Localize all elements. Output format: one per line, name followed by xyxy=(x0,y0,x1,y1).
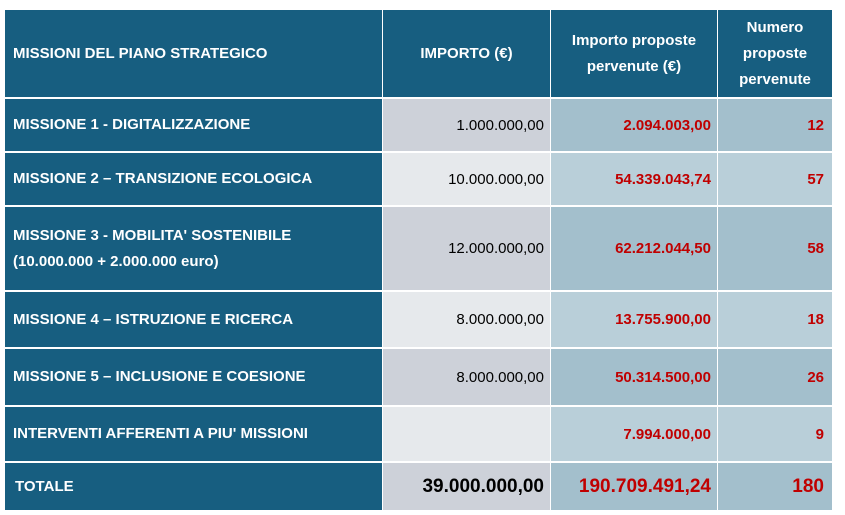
row-name-line1: MISSIONE 3 - MOBILITA' SOSTENIBILE xyxy=(13,226,292,244)
missions-table: MISSIONI DEL PIANO STRATEGICO IMPORTO (€… xyxy=(5,10,832,510)
header-missioni: MISSIONI DEL PIANO STRATEGICO xyxy=(5,10,382,97)
row-name-line2: (10.000.000 + 2.000.000 euro) xyxy=(13,252,219,270)
row-name: INTERVENTI AFFERENTI A PIU' MISSIONI xyxy=(5,407,382,461)
row-importo: 10.000.000,00 xyxy=(383,153,550,205)
row-importo-proposte: 13.755.900,00 xyxy=(551,292,717,347)
row-importo: 8.000.000,00 xyxy=(383,292,550,347)
header-importo: IMPORTO (€) xyxy=(383,10,550,97)
header-text: Importo proposte xyxy=(571,31,697,49)
row-numero: 26 xyxy=(718,349,832,405)
row-name: MISSIONE 3 - MOBILITA' SOSTENIBILE (10.00… xyxy=(5,207,382,290)
row-name: MISSIONE 5 – INCLUSIONE E COESIONE xyxy=(5,349,382,405)
row-name: MISSIONE 2 – TRANSIZIONE ECOLOGICA xyxy=(5,153,382,205)
row-numero: 9 xyxy=(718,407,832,461)
row-importo-proposte: 50.314.500,00 xyxy=(551,349,717,405)
header-numero-proposte: Numero proposte pervenute xyxy=(718,10,832,97)
row-numero: 57 xyxy=(718,153,832,205)
total-numero: 180 xyxy=(718,463,832,510)
row-numero: 12 xyxy=(718,99,832,151)
row-importo: 12.000.000,00 xyxy=(383,207,550,290)
row-importo-proposte: 54.339.043,74 xyxy=(551,153,717,205)
row-numero: 18 xyxy=(718,292,832,347)
header-importo-proposte: Importo proposte pervenute (€) xyxy=(551,10,717,97)
total-importo: 39.000.000,00 xyxy=(383,463,550,510)
header-text: pervenute (€) xyxy=(586,57,682,75)
row-numero: 58 xyxy=(718,207,832,290)
total-importo-proposte: 190.709.491,24 xyxy=(551,463,717,510)
row-importo xyxy=(383,407,550,461)
total-label: TOTALE xyxy=(5,463,382,510)
header-text: Numero xyxy=(746,18,804,36)
row-importo: 1.000.000,00 xyxy=(383,99,550,151)
row-importo-proposte: 7.994.000,00 xyxy=(551,407,717,461)
row-name: MISSIONE 4 – ISTRUZIONE E RICERCA xyxy=(5,292,382,347)
row-importo: 8.000.000,00 xyxy=(383,349,550,405)
row-importo-proposte: 2.094.003,00 xyxy=(551,99,717,151)
row-importo-proposte: 62.212.044,50 xyxy=(551,207,717,290)
header-text: pervenute xyxy=(739,70,811,88)
row-name: MISSIONE 1 - DIGITALIZZAZIONE xyxy=(5,99,382,151)
header-text: proposte xyxy=(742,44,808,62)
